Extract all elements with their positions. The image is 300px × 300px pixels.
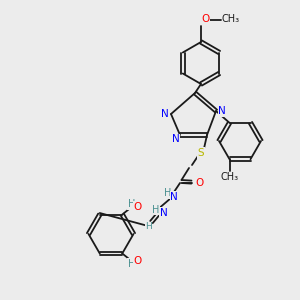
Text: S: S bbox=[198, 148, 204, 158]
Text: N: N bbox=[218, 106, 226, 116]
Text: H: H bbox=[152, 205, 160, 215]
Text: N: N bbox=[161, 109, 169, 119]
Text: H: H bbox=[145, 222, 152, 231]
Text: O: O bbox=[201, 14, 210, 25]
Text: H: H bbox=[128, 199, 135, 209]
Text: N: N bbox=[160, 208, 167, 218]
Text: O: O bbox=[133, 202, 141, 212]
Text: N: N bbox=[172, 134, 179, 145]
Text: CH₃: CH₃ bbox=[222, 14, 240, 25]
Text: H: H bbox=[128, 259, 135, 269]
Text: N: N bbox=[170, 191, 178, 202]
Text: H: H bbox=[164, 188, 172, 199]
Text: O: O bbox=[133, 256, 141, 266]
Text: CH₃: CH₃ bbox=[220, 172, 238, 182]
Text: O: O bbox=[195, 178, 204, 188]
